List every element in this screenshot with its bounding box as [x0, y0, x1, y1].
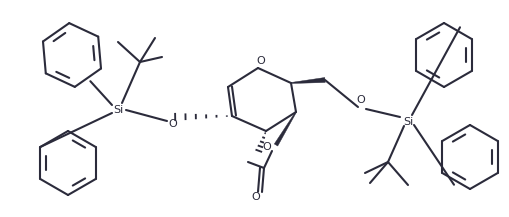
Text: Si: Si: [403, 117, 413, 127]
Text: O: O: [251, 192, 261, 202]
Text: O: O: [168, 119, 177, 129]
Text: O: O: [357, 95, 365, 105]
Polygon shape: [274, 112, 296, 146]
Text: O: O: [263, 142, 271, 152]
Text: O: O: [257, 56, 265, 66]
Text: Si: Si: [113, 105, 123, 115]
Polygon shape: [291, 77, 325, 84]
